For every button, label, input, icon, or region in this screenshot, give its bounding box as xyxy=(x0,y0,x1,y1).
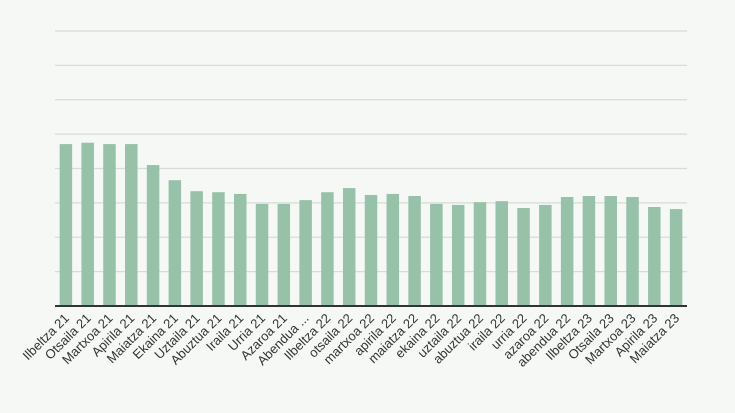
bar xyxy=(669,209,683,306)
bar xyxy=(146,165,160,306)
bar xyxy=(648,207,661,306)
bar xyxy=(299,200,312,306)
bar xyxy=(386,193,400,306)
bar xyxy=(103,144,116,306)
bar xyxy=(342,188,356,306)
bar xyxy=(321,192,334,306)
bar xyxy=(604,196,617,306)
bar xyxy=(190,191,203,306)
bar xyxy=(430,203,443,306)
bar xyxy=(233,193,247,306)
bar xyxy=(582,196,596,306)
bar xyxy=(277,203,291,306)
bar xyxy=(539,204,552,306)
bar xyxy=(81,142,94,306)
bar xyxy=(495,201,509,306)
bar xyxy=(560,197,574,306)
bar xyxy=(59,144,73,306)
bar xyxy=(212,192,225,306)
bar xyxy=(408,196,421,306)
bar xyxy=(168,180,182,306)
bar xyxy=(517,208,530,306)
bar xyxy=(255,203,269,306)
bar xyxy=(125,144,138,306)
bar xyxy=(364,194,378,306)
bar xyxy=(473,202,487,306)
bars xyxy=(59,142,683,306)
bar xyxy=(451,204,465,306)
bar xyxy=(626,197,639,306)
